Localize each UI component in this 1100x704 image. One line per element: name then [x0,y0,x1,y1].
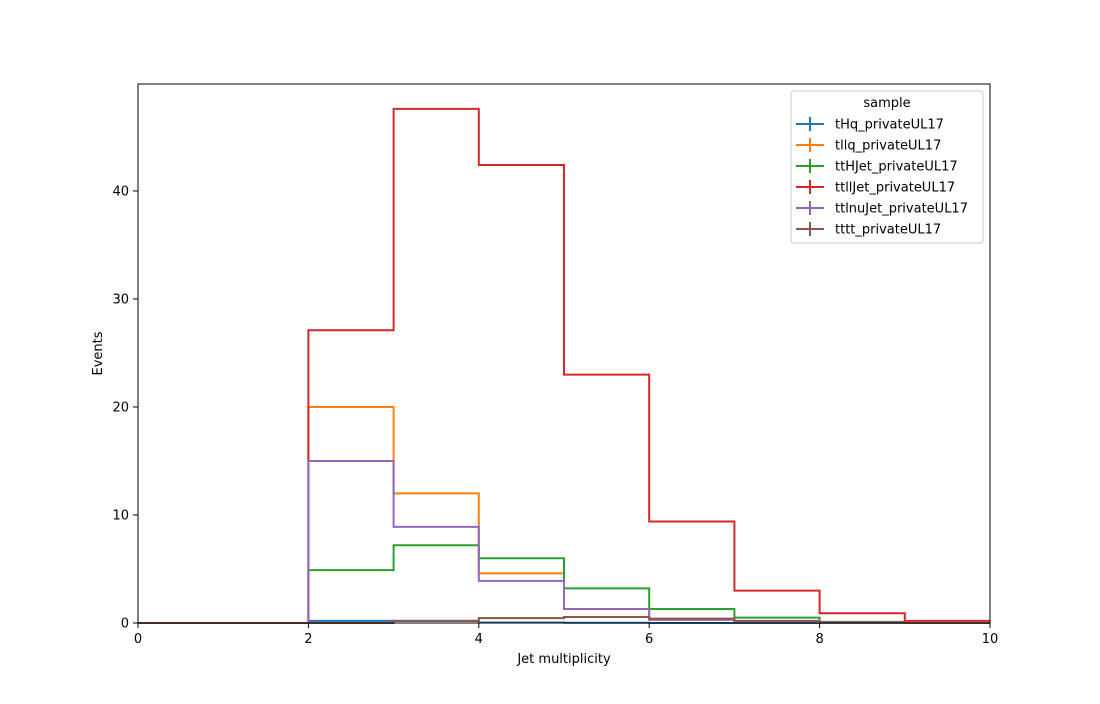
legend-label: ttlnuJet_privateUL17 [835,202,968,217]
series-line-ttlljet-privateul17 [138,107,990,624]
legend-label: tttt_privateUL17 [835,223,941,238]
y-tick-label: 0 [121,617,129,632]
series-line-ttlnujet-privateul17 [138,459,990,624]
y-tick-label: 30 [112,292,129,307]
legend-label: tHq_privateUL17 [835,118,944,133]
legend-entry-ttlljet-privateul17: ttllJet_privateUL17 [796,180,955,196]
x-tick-label: 8 [815,632,823,647]
series-ttlljet-privateul17 [138,107,990,624]
y-tick-label: 10 [112,508,129,523]
x-axis-ticks: 0 2 4 6 8 10 [134,623,998,647]
y-tick-label: 20 [112,400,129,415]
legend-entry-tttt-privateul17: tttt_privateUL17 [796,222,941,238]
legend-box [790,90,984,244]
y-tick-label: 40 [112,184,129,199]
legend-title: sample [863,96,910,111]
series-ttlnujet-privateul17 [138,459,990,624]
legend-entry-tllq-privateul17: tllq_privateUL17 [796,138,941,154]
legend-label: ttllJet_privateUL17 [835,181,955,196]
legend-entry-tthjet-privateul17: ttHJet_privateUL17 [796,159,958,175]
legend-entries: tHq_privateUL17 tllq_privateUL17 ttHJet_pr… [796,117,968,238]
legend-label: tllq_privateUL17 [835,139,941,154]
legend-entry-ttlnujet-privateul17: ttlnuJet_privateUL17 [796,201,968,217]
x-tick-label: 10 [982,632,999,647]
x-tick-label: 0 [134,632,142,647]
x-tick-label: 6 [645,632,653,647]
y-axis-label: Events [91,331,106,375]
x-axis-label: Jet multiplicity [516,652,611,667]
x-tick-label: 2 [304,632,312,647]
legend: sample tHq_privateUL17 tllq_privateUL17tt… [790,90,984,244]
x-tick-label: 4 [475,632,483,647]
y-axis-ticks: 0 10 20 30 40 [112,184,138,632]
legend-label: ttHJet_privateUL17 [835,160,958,175]
plot-frame [137,83,991,624]
legend-entry-thq-privateul17: tHq_privateUL17 [796,117,944,133]
